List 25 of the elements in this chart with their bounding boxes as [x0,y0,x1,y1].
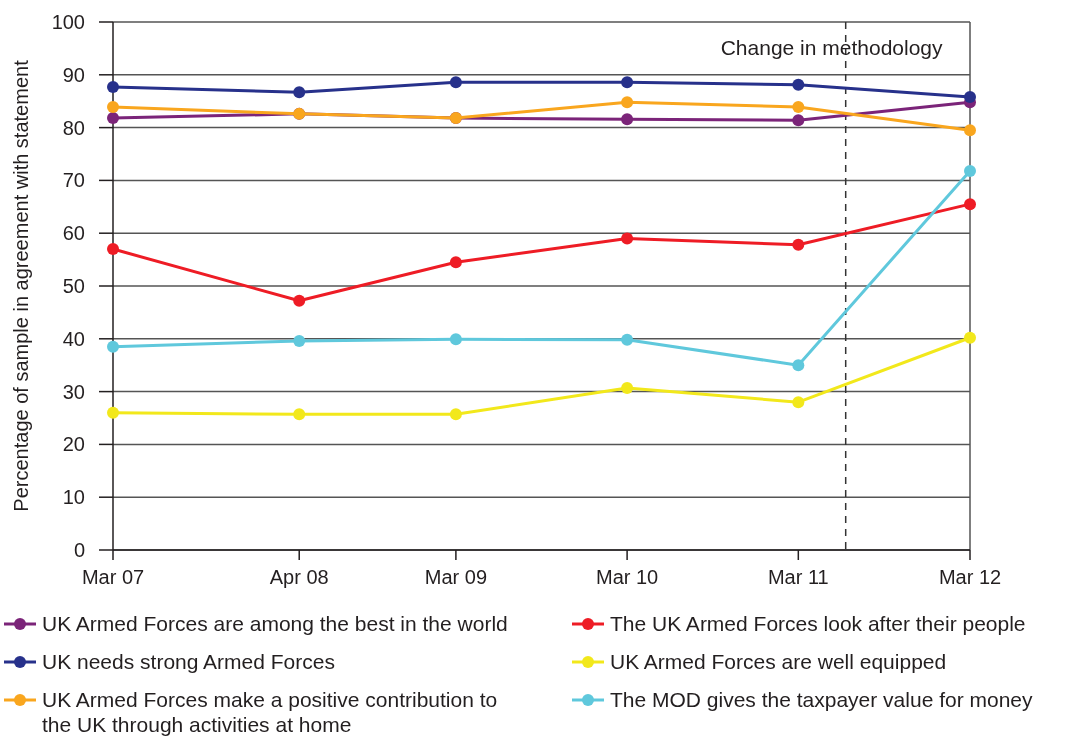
y-tick-label: 90 [62,63,85,86]
y-tick-label: 50 [62,275,85,297]
x-tick-label: Apr 08 [269,566,329,588]
legend-label: The UK Armed Forces look after their people [610,612,1026,635]
x-tick-label: Mar 09 [424,566,488,588]
x-tick-label: Mar 07 [81,566,145,588]
legend-label: UK needs strong Armed Forces [42,650,335,673]
legend-label: The MOD gives the taxpayer value for money [610,688,1034,711]
x-tick-label: Mar 11 [767,566,829,588]
x-tick-label: Mar 10 [595,566,659,588]
y-tick-label: 20 [62,433,85,456]
y-tick-label: 40 [62,327,85,350]
ref-line-label: Change in methodology [720,36,944,59]
y-axis-title: Percentage of sample in agreement with statement [10,59,32,512]
legend-label: UK Armed Forces are among the best in the world [42,612,508,635]
y-tick-label: 0 [73,539,85,561]
x-tick-label: Mar 12 [938,566,1002,588]
legend-label: UK Armed Forces are well equipped [610,650,947,673]
y-tick-label: 70 [62,169,85,192]
y-tick-label: 60 [62,222,85,245]
y-tick-label: 30 [62,380,85,403]
y-tick-label: 80 [62,116,85,139]
y-tick-label: 10 [62,486,85,509]
legend-label: UK Armed Forces make a positive contribution to the UK through activities at home [42,688,498,736]
y-tick-label: 100 [51,11,85,33]
